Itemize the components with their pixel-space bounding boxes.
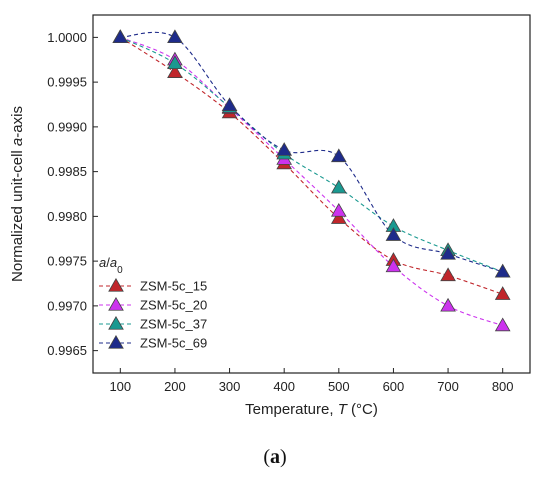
x-tick-label: 800 [492,379,514,394]
series-line [120,36,503,295]
y-tick-label: 1.0000 [47,30,87,45]
series-line [120,36,503,327]
data-point [385,227,402,241]
x-tick-label: 200 [164,379,186,394]
data-point [276,142,293,156]
y-tick-label: 0.9970 [47,298,87,313]
data-point [494,317,511,332]
y-axis-ticks: 0.9965 0.9970 0.9975 0.9980 0.9985 0.9990 0.99… [47,30,98,358]
x-tick-label: 400 [273,379,295,394]
x-tick-label: 100 [109,379,131,394]
y-tick-label: 0.9975 [47,254,87,269]
data-point [494,263,511,278]
legend-label: ZSM-5c_69 [140,336,207,351]
y-tick-label: 0.9985 [47,164,87,179]
legend-marker [108,277,124,292]
data-point [167,55,183,69]
series-curves [120,31,503,327]
x-axis-label: Temperature, T (°C) [245,401,378,418]
x-axis-ticks: 100 200 300 400 500 600 700 800 [109,368,514,394]
series-line [120,31,503,273]
x-tick-label: 700 [437,379,459,394]
data-point [440,297,456,312]
data-point [440,245,456,260]
y-tick-label: 0.9990 [47,119,87,134]
data-point [330,148,347,163]
legend-label: ZSM-5c_20 [140,298,207,313]
y-tick-label: 0.9965 [47,343,87,358]
legend-marker [108,296,124,311]
legend-items: ZSM-5c_15 ZSM-5c_20 ZSM-5c_37 ZSM-5c_69 [99,277,207,351]
figure-caption: (a) [263,446,287,468]
data-point [167,29,183,44]
legend-label: ZSM-5c_15 [140,279,207,294]
legend-marker [108,315,124,330]
legend: a/a0 ZSM-5c_15 ZSM-5c_20 ZSM-5c_37 ZSM-5c_6… [99,255,207,351]
data-point [494,286,511,300]
legend-title: a/a0 [99,255,123,276]
data-point [440,267,456,282]
data-point [112,29,129,44]
data-point [330,202,347,217]
data-point [221,97,238,112]
legend-label: ZSM-5c_37 [140,317,207,332]
x-tick-label: 600 [383,379,405,394]
y-axis-label: Normalized unit-cell a-axis [9,106,26,282]
series-line [120,36,503,273]
x-tick-label: 500 [328,379,350,394]
chart: 100 200 300 400 500 600 700 800 0.99650.99700.9… [9,14,531,418]
x-tick-label: 300 [219,379,241,394]
data-point [385,258,402,273]
series-markers [112,29,511,332]
y-tick-label: 0.9995 [47,75,87,90]
data-point [167,64,183,78]
plot-frame [92,14,531,374]
legend-marker [108,334,124,349]
data-point [330,210,347,224]
data-point [330,179,347,194]
y-tick-label: 0.9980 [47,209,87,224]
